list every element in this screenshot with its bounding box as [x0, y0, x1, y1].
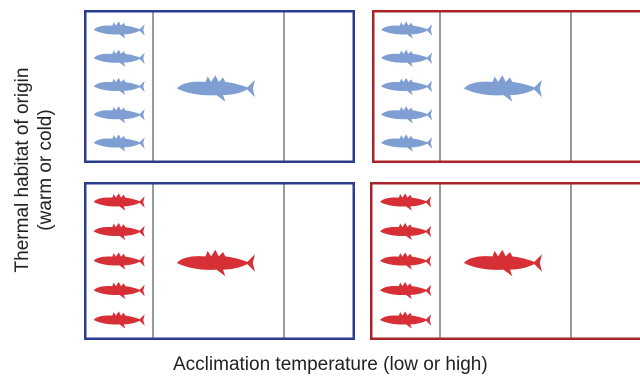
panel-top-left: [84, 10, 355, 163]
large-fish-icon: [463, 249, 542, 277]
large-fish-icon: [176, 249, 255, 277]
small-fish-icon: [93, 311, 145, 329]
small-fish-icon: [381, 49, 433, 67]
small-fish-icon: [380, 193, 432, 211]
panel-top-right: [372, 10, 640, 163]
small-fish-icon: [380, 222, 432, 241]
small-fish-icon: [93, 21, 145, 39]
small-fish-icon: [93, 252, 145, 270]
small-fish-icon: [380, 252, 432, 270]
small-fish-icon: [381, 134, 433, 152]
small-fish-icon: [93, 49, 145, 67]
panel-bottom-left: [84, 182, 355, 340]
small-fish-icon: [93, 77, 145, 96]
small-fish-icon: [93, 222, 145, 241]
panel-frame: [370, 182, 640, 340]
small-fish-icon: [93, 281, 145, 300]
x-axis-label: Acclimation temperature (low or high): [173, 354, 488, 375]
panel-frame: [84, 182, 355, 340]
small-fish-icon: [93, 193, 145, 211]
small-fish-icon: [93, 106, 145, 124]
small-fish-icon: [381, 77, 433, 96]
small-fish-icon: [380, 281, 432, 300]
small-fish-icon: [380, 311, 432, 329]
small-fish-icon: [93, 134, 145, 152]
small-fish-icon: [381, 21, 433, 39]
large-fish-icon: [176, 75, 255, 102]
small-fish-icon: [381, 106, 433, 124]
large-fish-icon: [463, 75, 542, 102]
panel-bottom-right: [370, 182, 640, 340]
panel-frame: [84, 10, 355, 163]
panel-frame: [372, 10, 640, 163]
